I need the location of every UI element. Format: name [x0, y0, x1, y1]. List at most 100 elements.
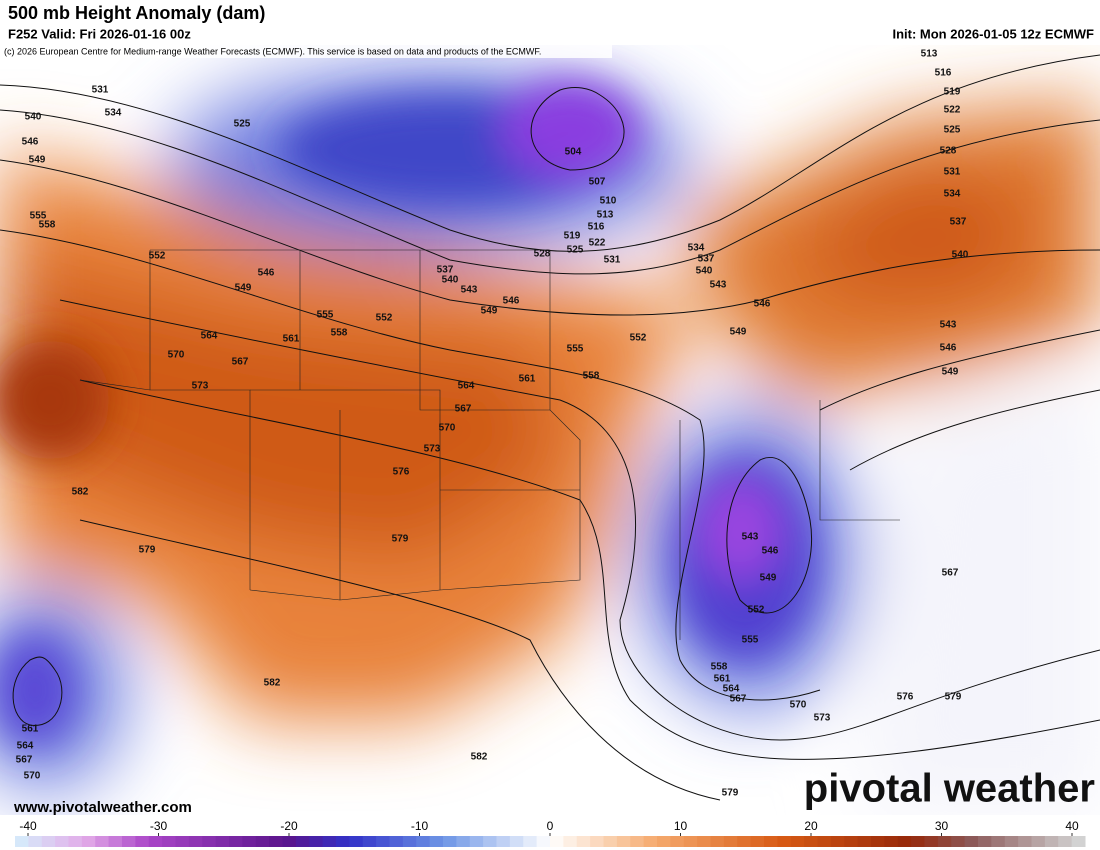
colorbar-cell: [737, 836, 752, 847]
colorbar-cell: [911, 836, 925, 847]
contour-label: 531: [92, 85, 109, 96]
contour-label: 546: [22, 137, 39, 148]
colorbar-cell: [576, 836, 591, 847]
colorbar-cell: [362, 836, 377, 847]
colorbar-cell: [108, 836, 123, 847]
colorbar-cell: [402, 836, 417, 847]
contour-label: 549: [730, 327, 747, 338]
colorbar-cell: [416, 836, 431, 847]
contour-label: 564: [723, 684, 740, 695]
contour-label: 531: [944, 167, 961, 178]
colorbar-cell: [68, 836, 83, 847]
colorbar-cell: [28, 836, 43, 847]
contour-label: 570: [24, 771, 41, 782]
colorbar-cell: [229, 836, 243, 847]
contour-label: 555: [742, 635, 759, 646]
contour-label: 555: [317, 310, 334, 321]
colorbar-cell: [15, 836, 29, 847]
contour-label: 546: [503, 296, 520, 307]
contour-label: 564: [201, 331, 218, 342]
contour-label: 573: [814, 713, 831, 724]
contour-label: 546: [940, 343, 957, 354]
colorbar-cell: [135, 836, 150, 847]
colorbar-cell: [443, 836, 457, 847]
contour-label: 546: [258, 268, 275, 279]
contour-label: 564: [17, 741, 34, 752]
colorbar-tick-label: -30: [150, 819, 168, 833]
colorbar-cell: [148, 836, 163, 847]
colorbar-cell: [764, 836, 778, 847]
contour-label: 567: [942, 568, 959, 579]
colorbar-cell: [509, 836, 524, 847]
contour-label: 513: [597, 210, 614, 221]
colorbar-tick-label: 20: [804, 819, 818, 833]
colorbar-cell: [322, 836, 337, 847]
colorbar-cell: [830, 836, 845, 847]
colorbar-cell: [616, 836, 631, 847]
contour-label: 528: [940, 146, 957, 157]
colorbar-cell: [590, 836, 604, 847]
colorbar-cell: [777, 836, 792, 847]
contour-label: 549: [942, 367, 959, 378]
contour-label: 525: [944, 125, 961, 136]
contour-label: 549: [760, 573, 777, 584]
contour-label: 525: [234, 119, 251, 130]
colorbar-cell: [978, 836, 992, 847]
contour-label: 540: [952, 250, 969, 261]
contour-label: 579: [945, 692, 962, 703]
contour-label: 543: [461, 285, 478, 296]
colorbar-cell: [175, 836, 190, 847]
colorbar-cell: [790, 836, 805, 847]
contour-label: 543: [742, 532, 759, 543]
colorbar-cell: [723, 836, 738, 847]
brand-watermark: pivotal weather: [804, 767, 1095, 811]
contour-label: 582: [264, 678, 281, 689]
colorbar-cell: [804, 836, 818, 847]
contour-label: 546: [762, 546, 779, 557]
contour-label: 537: [698, 254, 715, 265]
contour-label: 513: [921, 49, 938, 60]
colorbar-cell: [215, 836, 230, 847]
colorbar-cell: [937, 836, 952, 847]
contour-label: 570: [168, 350, 185, 361]
contour-label: 552: [630, 333, 647, 344]
contours: [0, 54, 1100, 801]
contour-label: 519: [564, 231, 581, 242]
contour-label: 582: [471, 752, 488, 763]
contour-label: 579: [392, 534, 409, 545]
contour-label: 552: [748, 605, 765, 616]
colorbar-cell: [81, 836, 96, 847]
website: www.pivotalweather.com: [13, 799, 192, 816]
colorbar-cell: [897, 836, 912, 847]
colorbar-cell: [670, 836, 685, 847]
colorbar-cell: [683, 836, 698, 847]
colorbar-cell: [55, 836, 69, 847]
contour-label: 549: [29, 155, 46, 166]
colorbar-cell: [630, 836, 645, 847]
contour-label: 522: [589, 238, 606, 249]
colorbar-cell: [188, 836, 203, 847]
colorbar-cell: [282, 836, 297, 847]
colorbar-cell: [95, 836, 110, 847]
colorbar-tick-label: 0: [547, 819, 554, 833]
colorbar-tick-label: 40: [1065, 819, 1079, 833]
contour-label: 522: [944, 105, 961, 116]
colorbar-tick-label: -10: [411, 819, 429, 833]
contour-label: 558: [711, 662, 728, 673]
colorbar-cell: [857, 836, 872, 847]
contour-label: 540: [442, 275, 459, 286]
anomaly-field: [0, 45, 1100, 815]
contour-label: 582: [72, 487, 89, 498]
contour-label: 546: [754, 299, 771, 310]
contour-label: 516: [588, 222, 605, 233]
contour-label: 561: [519, 374, 536, 385]
contour-label: 519: [944, 87, 961, 98]
colorbar-cell: [376, 836, 390, 847]
colorbar: -40 -30 -20 -10 0 10 20 30 40: [15, 819, 1086, 847]
colorbar-cell: [710, 836, 725, 847]
colorbar-cell: [523, 836, 538, 847]
colorbar-cell: [643, 836, 658, 847]
colorbar-cell: [657, 836, 671, 847]
